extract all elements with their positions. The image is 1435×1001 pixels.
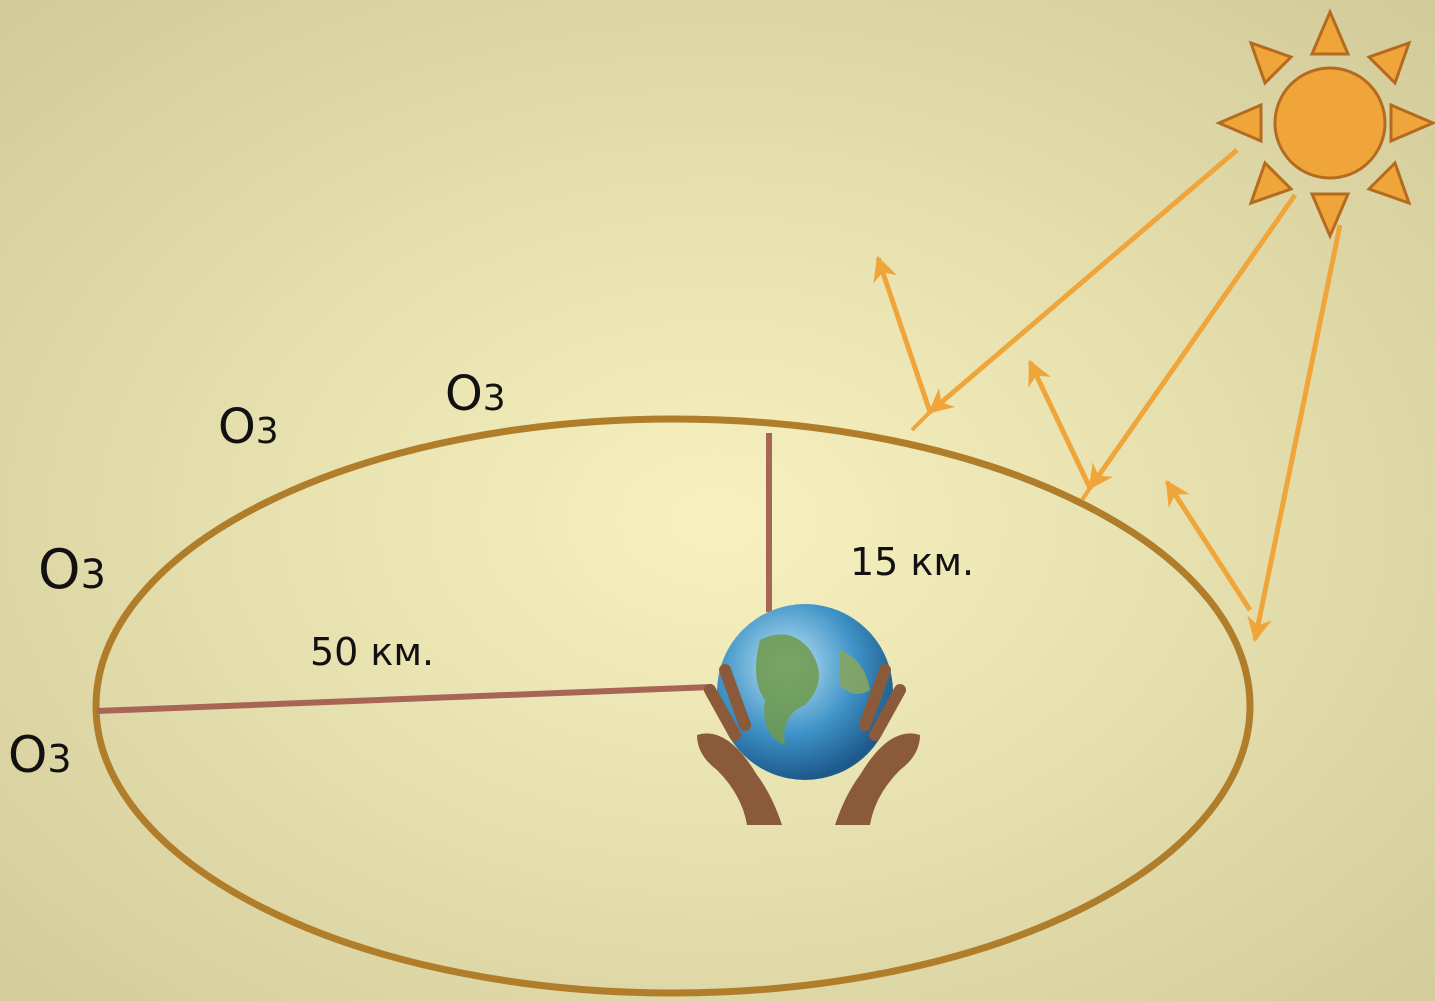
sun-rays (873, 148, 1343, 643)
distance-label: 15 км. (850, 540, 974, 584)
stratosphere-line (96, 684, 713, 714)
sun (1215, 8, 1435, 240)
ozone-label: O3 (38, 538, 106, 601)
earth-in-hands (697, 604, 920, 825)
ray-tails (910, 410, 1092, 502)
ozone-label: O3 (445, 366, 506, 422)
ozone-label: O3 (8, 726, 72, 784)
atmosphere-boundary (92, 415, 1254, 997)
distance-label: 50 км. (310, 630, 434, 674)
ozone-label: O3 (218, 399, 279, 455)
